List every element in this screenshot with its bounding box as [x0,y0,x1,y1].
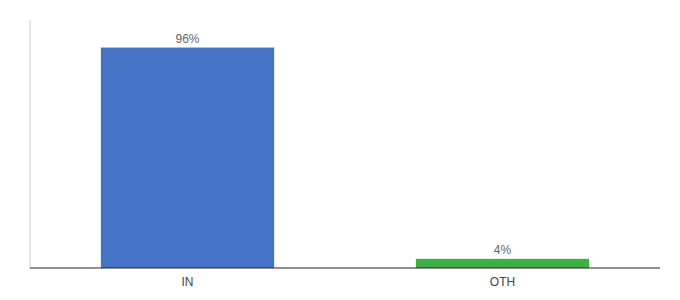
plot-area [101,48,589,268]
y-axis-line [30,20,31,268]
x-axis-line [30,267,660,268]
chart-svg: 96% 4% IN OTH [0,0,680,300]
data-label: 4% [494,243,512,257]
x-tick-label: IN [182,275,194,289]
bar [416,259,589,268]
data-label: 96% [175,32,199,46]
bar [101,48,274,268]
x-tick-label: OTH [490,275,515,289]
chart-container: 96% 4% IN OTH [0,0,680,300]
